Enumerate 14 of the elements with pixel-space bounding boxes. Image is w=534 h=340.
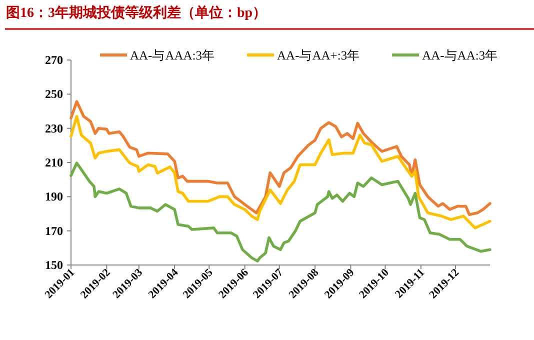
y-tick-label: 230 [45,121,63,136]
line-series [70,100,492,216]
y-tick-label: 270 [45,53,63,67]
y-tick-label: 250 [45,87,63,102]
legend-label: AA-与AAA:3年 [130,48,216,62]
line-series [70,114,492,230]
y-tick-label: 210 [45,156,63,170]
line-series [70,162,492,262]
y-tick-label: 190 [45,190,63,204]
y-tick-label: 150 [45,258,63,272]
legend-label: AA-与AA+:3年 [277,48,360,62]
y-tick-label: 170 [45,224,63,238]
chart-title: 图16：3年期城投债等级利差（单位：bp） [6,5,267,21]
legend-label: AA-与AA:3年 [422,48,498,62]
